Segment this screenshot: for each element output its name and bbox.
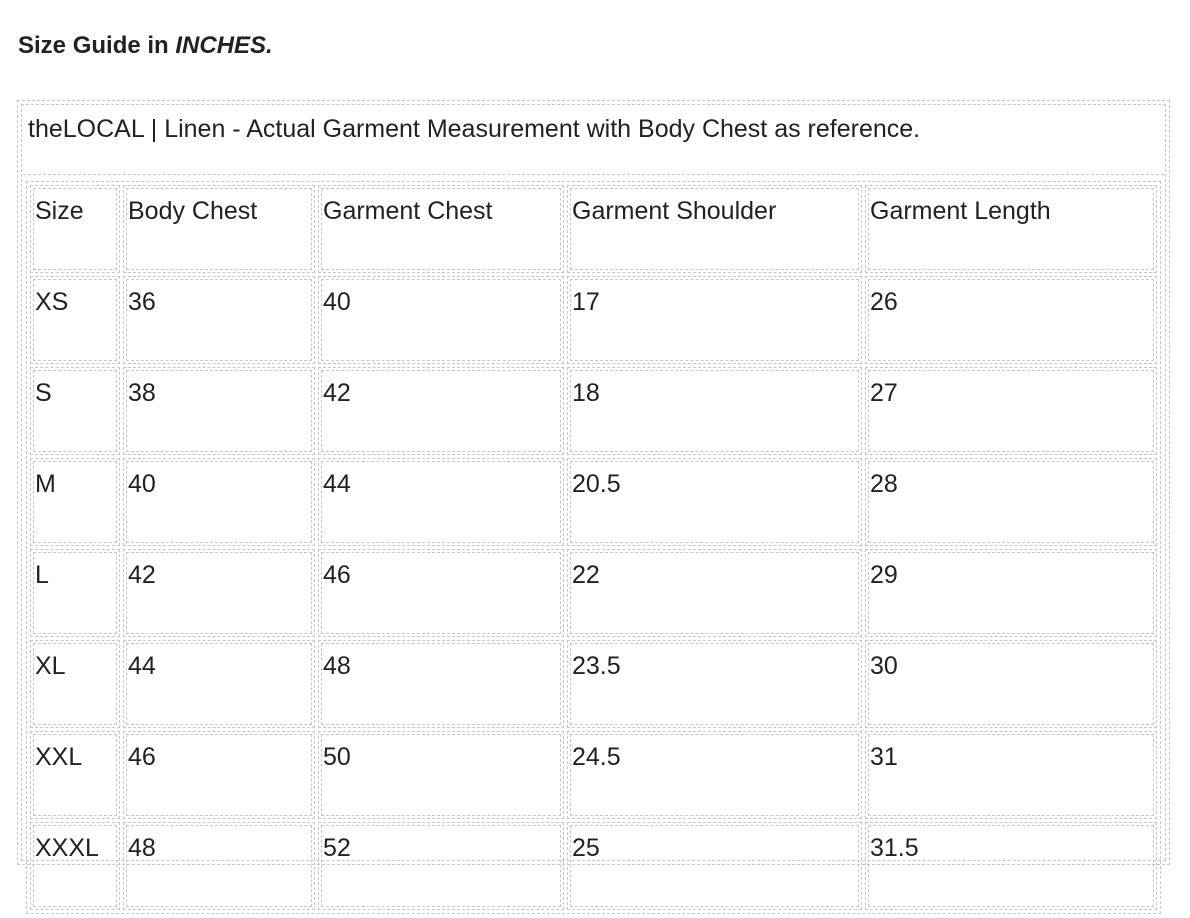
table-cell: 23.5 — [567, 640, 862, 728]
column-header: Garment Shoulder — [567, 185, 862, 273]
table-row: S 38 42 18 27 — [30, 367, 1157, 455]
table-cell: 18 — [567, 367, 862, 455]
table-cell: 29 — [865, 549, 1157, 637]
table-cell: 42 — [123, 549, 315, 637]
table-cell: XL — [30, 640, 120, 728]
table-cell: 46 — [318, 549, 564, 637]
table-cell: 40 — [318, 276, 564, 364]
table-row: XS 36 40 17 26 — [30, 276, 1157, 364]
table-row: XXXL 48 52 25 31.5 — [30, 822, 1157, 910]
column-header: Size — [30, 185, 120, 273]
table-cell: 40 — [123, 458, 315, 546]
header-row: Size Body Chest Garment Chest Garment Shoul… — [30, 185, 1157, 273]
table-cell: 36 — [123, 276, 315, 364]
table-row: XXL 46 50 24.5 31 — [30, 731, 1157, 819]
column-header: Garment Chest — [318, 185, 564, 273]
table-cell: 24.5 — [567, 731, 862, 819]
table-cell: 17 — [567, 276, 862, 364]
table-cell: XXL — [30, 731, 120, 819]
table-cell: 42 — [318, 367, 564, 455]
table-cell: 27 — [865, 367, 1157, 455]
table-cell: 25 — [567, 822, 862, 910]
table-cell: 48 — [123, 822, 315, 910]
table-cell: 44 — [123, 640, 315, 728]
size-guide: theLOCAL | Linen - Actual Garment Measur… — [17, 100, 1170, 914]
table-cell: S — [30, 367, 120, 455]
table-row: M 40 44 20.5 28 — [30, 458, 1157, 546]
heading-emphasis: INCHES. — [175, 32, 273, 59]
table-cell: L — [30, 549, 120, 637]
table-cell: 31 — [865, 731, 1157, 819]
caption-cell — [23, 106, 1164, 175]
table-cell: 22 — [567, 549, 862, 637]
column-header: Garment Length — [865, 185, 1157, 273]
table-cell: 26 — [865, 276, 1157, 364]
table-cell: 38 — [123, 367, 315, 455]
size-table: Size Body Chest Garment Chest Garment Shoul… — [26, 181, 1161, 914]
table-row: XL 44 48 23.5 30 — [30, 640, 1157, 728]
table-cell: 30 — [865, 640, 1157, 728]
table-cell: 28 — [865, 458, 1157, 546]
table-cell: 31.5 — [865, 822, 1157, 910]
column-header: Body Chest — [123, 185, 315, 273]
table-cell: 52 — [318, 822, 564, 910]
table-cell: 48 — [318, 640, 564, 728]
table-cell: 20.5 — [567, 458, 862, 546]
caption: theLOCAL | Linen - Actual Garment Measur… — [28, 115, 921, 143]
table-row: L 42 46 22 29 — [30, 549, 1157, 637]
heading-text: Size Guide in — [18, 32, 176, 59]
table-cell: 46 — [123, 731, 315, 819]
table-cell: 44 — [318, 458, 564, 546]
heading: Size Guide in INCHES. — [18, 32, 273, 60]
table-cell: M — [30, 458, 120, 546]
table-cell: 50 — [318, 731, 564, 819]
table-cell: XXXL — [30, 822, 120, 910]
table-cell: XS — [30, 276, 120, 364]
